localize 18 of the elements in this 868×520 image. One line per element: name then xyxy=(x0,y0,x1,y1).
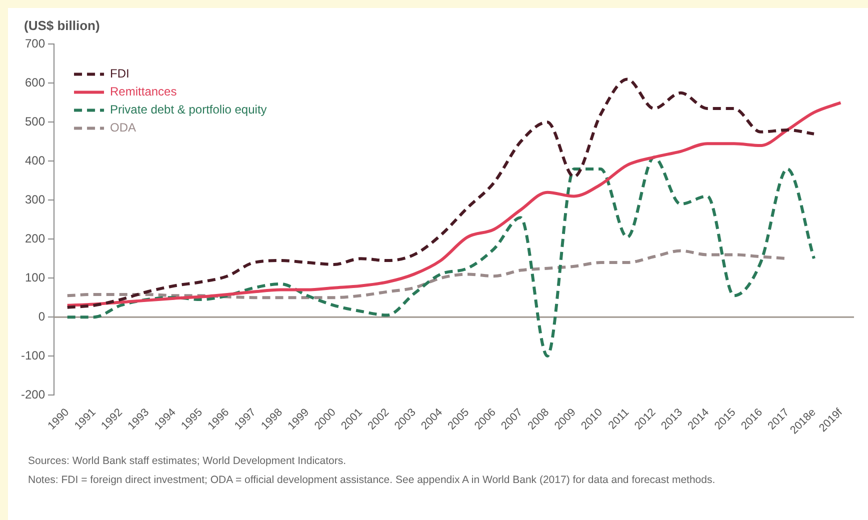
source-note: Sources: World Bank staff estimates; World Development Indicators. xyxy=(28,454,348,469)
y-tick-label: 700 xyxy=(24,36,46,51)
legend-label: ODA xyxy=(110,120,136,135)
y-tick-label: 200 xyxy=(24,231,46,246)
y-tick-label: 600 xyxy=(24,75,46,90)
y-tick-label: 300 xyxy=(24,192,46,206)
text: Notes: FDI = foreign direct investment; ODA = official development assistance. See appendix A in World Bank (2017) for data and forecast methods. xyxy=(28,472,716,488)
legend-label: FDI xyxy=(110,66,130,81)
y-tick-label: 500 xyxy=(24,114,46,128)
y-axis-title: (US$ billion) xyxy=(24,18,100,33)
y-tick-label: 400 xyxy=(24,153,46,168)
y-tick-label: 100 xyxy=(24,270,46,284)
line-series xyxy=(66,156,816,358)
y-tick-label: 0 xyxy=(38,309,46,324)
y-tick-label: -100 xyxy=(20,348,46,362)
legend-label: Remittances xyxy=(110,84,177,99)
y-tick-label: -200 xyxy=(20,387,46,402)
legend-label: Private debt & portfolio equity xyxy=(110,102,267,117)
